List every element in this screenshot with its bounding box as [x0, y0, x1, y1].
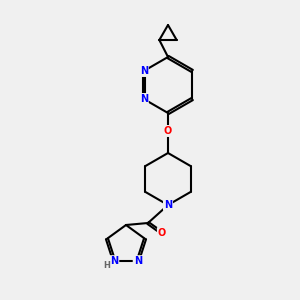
Text: H: H — [103, 261, 110, 270]
Text: N: N — [134, 256, 142, 266]
Text: N: N — [140, 66, 148, 76]
Text: N: N — [140, 94, 148, 104]
Text: N: N — [164, 200, 172, 210]
Text: N: N — [110, 256, 118, 266]
Text: O: O — [158, 228, 166, 238]
Text: O: O — [164, 126, 172, 136]
